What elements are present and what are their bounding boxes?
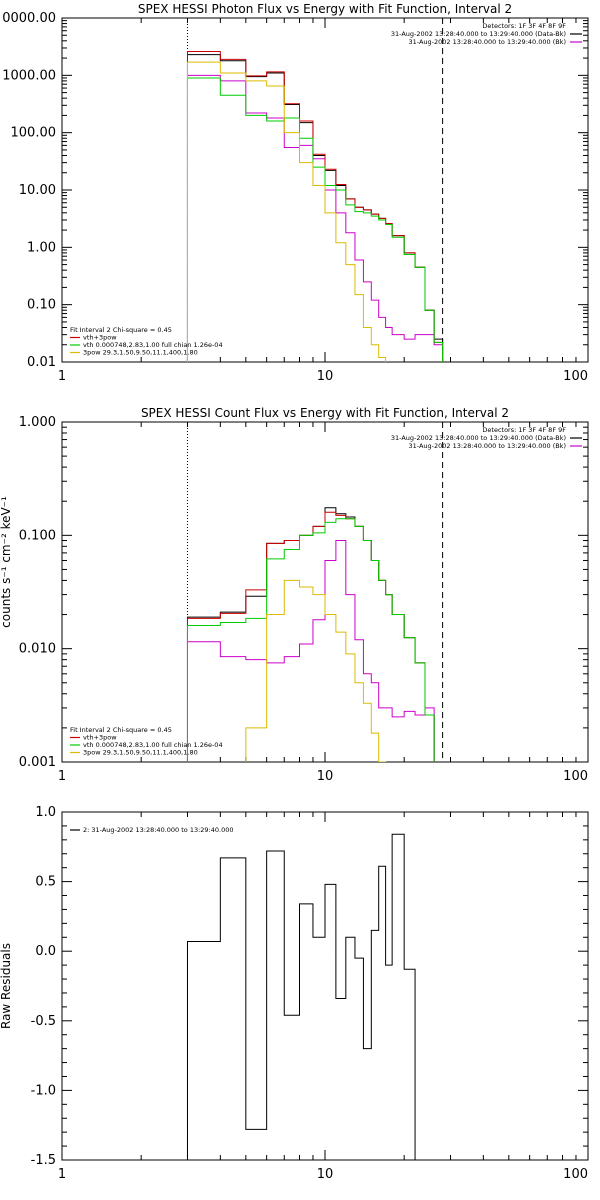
y-tick-label: 10.00: [19, 183, 56, 198]
legend-text: vth+3pow: [83, 334, 117, 342]
chart-title: SPEX HESSI Photon Flux vs Energy with Fi…: [138, 2, 512, 16]
legend-text: vth 0.000748,2.83,1.00 full chian 1.26e-…: [83, 341, 223, 349]
legend-text: vth 0.000748,2.83,1.00 full chian 1.26e-…: [83, 741, 223, 749]
header-text: Detectors: 1F 3F 4F 8F 9F: [482, 22, 566, 30]
x-tick-label: 1: [58, 769, 66, 784]
y-tick-label: 0.10: [27, 298, 56, 313]
chart-title: SPEX HESSI Count Flux vs Energy with Fit…: [141, 406, 509, 420]
series-line-3: [186, 518, 444, 762]
x-tick-label: 1: [58, 369, 66, 384]
series-line-1: [186, 540, 444, 762]
header-text: 31-Aug-2002 13:28:40.000 to 13:29:40.000…: [409, 442, 566, 450]
legend-text: 2: 31-Aug-2002 13:28:40.000 to 13:29:40.…: [83, 826, 234, 834]
series-line-4: [186, 579, 444, 762]
x-tick-label: 1: [58, 1167, 66, 1182]
legend-text: Fit Interval 2 Chi-square = 0.45: [70, 726, 172, 734]
y-tick-label: 1000.00: [2, 68, 56, 83]
series-line-3: [186, 77, 444, 362]
series-line-4: [186, 61, 444, 362]
series-line-0: [186, 833, 416, 1160]
y-tick-label: 0.001: [19, 755, 56, 770]
y-tick-label: 0000.00: [2, 11, 56, 26]
legend-text: 3pow 29.3,1.50,9.50,11.1,400,1.80: [83, 349, 198, 357]
y-tick-label: 0.010: [19, 642, 56, 657]
y-axis-label: counts s⁻¹ cm⁻² keV⁻¹: [0, 496, 13, 628]
legend-text: Fit Interval 2 Chi-square = 0.45: [70, 326, 172, 334]
x-tick-label: 10: [317, 1167, 334, 1182]
legend-text: vth+3pow: [83, 734, 117, 742]
plot-frame: [61, 811, 589, 1161]
header-text: 31-Aug-2002 13:28:40.000 to 13:29:40.000…: [391, 434, 566, 442]
y-tick-label: 0.100: [19, 528, 56, 543]
y-tick-label: 1.00: [27, 240, 56, 255]
y-tick-label: -0.5: [31, 1014, 56, 1029]
x-tick-label: 100: [563, 1167, 588, 1182]
legend-text: 3pow 29.3,1.50,9.50,11.1,400,1.80: [83, 749, 198, 757]
y-tick-label: 100.00: [11, 126, 57, 141]
y-tick-label: 1.0: [35, 805, 56, 820]
y-tick-label: -1.5: [31, 1153, 56, 1168]
header-text: 31-Aug-2002 13:28:40.000 to 13:29:40.000…: [409, 38, 566, 46]
x-tick-label: 10: [317, 769, 334, 784]
x-tick-label: 100: [563, 769, 588, 784]
header-text: 31-Aug-2002 13:28:40.000 to 13:29:40.000…: [391, 30, 566, 38]
y-tick-label: 0.0: [35, 944, 56, 959]
series-line-2: [186, 511, 444, 762]
y-tick-label: 0.01: [27, 355, 56, 370]
x-tick-label: 100: [563, 369, 588, 384]
y-tick-label: 1.000: [19, 415, 56, 430]
series-line-0: [186, 54, 444, 362]
y-tick-label: -1.0: [31, 1083, 56, 1098]
y-axis-label: Raw Residuals: [0, 943, 13, 1029]
y-tick-label: 0.5: [35, 875, 56, 890]
header-text: Detectors: 1F 3F 4F 8F 9F: [482, 426, 566, 434]
series-line-1: [186, 74, 444, 362]
x-tick-label: 10: [317, 369, 334, 384]
series-line-2: [186, 51, 444, 362]
